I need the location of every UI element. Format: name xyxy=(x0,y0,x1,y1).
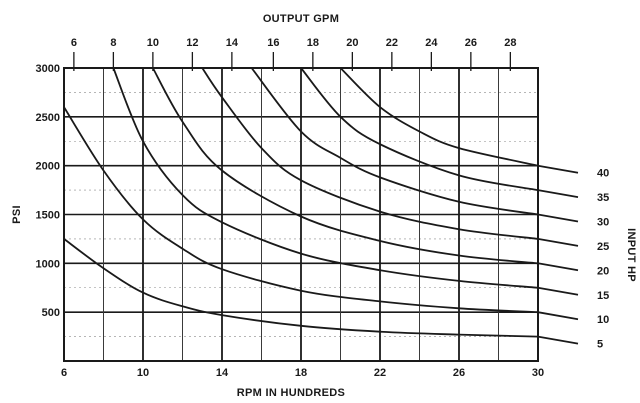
y-tick-label: 3000 xyxy=(36,63,60,75)
gpm-tick-label: 14 xyxy=(226,37,239,49)
hp-curve-15 xyxy=(112,67,579,296)
x-tick-label: 18 xyxy=(295,367,307,379)
x-tick-label: 26 xyxy=(453,367,465,379)
hp-curve-35 xyxy=(300,67,579,198)
x-tick-label: 14 xyxy=(216,367,229,379)
top-axis-label: OUTPUT GPM xyxy=(263,13,339,25)
x-tick-label: 22 xyxy=(374,367,386,379)
x-tick-label: 30 xyxy=(532,367,544,379)
y-tick-label: 1500 xyxy=(36,210,60,222)
hp-curve-label: 25 xyxy=(597,241,609,253)
hp-curve-30 xyxy=(250,67,579,223)
gpm-tick-label: 26 xyxy=(465,37,477,49)
grid-lines xyxy=(63,52,539,361)
gpm-tick-label: 18 xyxy=(307,37,319,49)
gpm-tick-label: 28 xyxy=(504,37,516,49)
x-tick-label: 10 xyxy=(137,367,149,379)
x-tick-label: 6 xyxy=(61,367,67,379)
hp-curve-label: 40 xyxy=(597,168,609,180)
gpm-tick-label: 10 xyxy=(147,37,159,49)
y-tick-label: 2500 xyxy=(36,112,60,124)
hp-curve-label: 10 xyxy=(597,314,609,326)
gpm-tick-label: 24 xyxy=(425,37,438,49)
gpm-tick-label: 20 xyxy=(346,37,358,49)
gpm-tick-label: 12 xyxy=(186,37,198,49)
hp-curve-label: 35 xyxy=(597,192,609,204)
hp-curve-25 xyxy=(201,67,579,247)
hp-curve-label: 5 xyxy=(597,339,603,351)
right-axis-label: INPUT HP xyxy=(625,228,637,282)
gpm-tick-label: 22 xyxy=(386,37,398,49)
x-axis-label: RPM IN HUNDREDS xyxy=(237,387,345,399)
hp-curve-40 xyxy=(339,67,579,174)
y-tick-label: 500 xyxy=(42,307,60,319)
hp-curve-20 xyxy=(152,67,579,272)
hp-curve-5 xyxy=(63,238,579,345)
hp-curve-label: 20 xyxy=(597,265,609,277)
tick-labels: 3000 2500 2000 1500 1000 500 6 10 14 18 22 26 30 6 8 10… xyxy=(36,37,610,379)
hp-curve-label: 15 xyxy=(597,290,609,302)
gpm-tick-label: 6 xyxy=(71,37,77,49)
y-tick-label: 2000 xyxy=(36,161,60,173)
y-tick-label: 1000 xyxy=(36,258,60,270)
gpm-tick-label: 16 xyxy=(267,37,279,49)
hp-curve-10 xyxy=(63,106,579,321)
hp-curves xyxy=(63,67,579,345)
gpm-tick-label: 8 xyxy=(110,37,116,49)
y-axis-label: PSI xyxy=(11,205,23,224)
hp-curve-label: 30 xyxy=(597,217,609,229)
